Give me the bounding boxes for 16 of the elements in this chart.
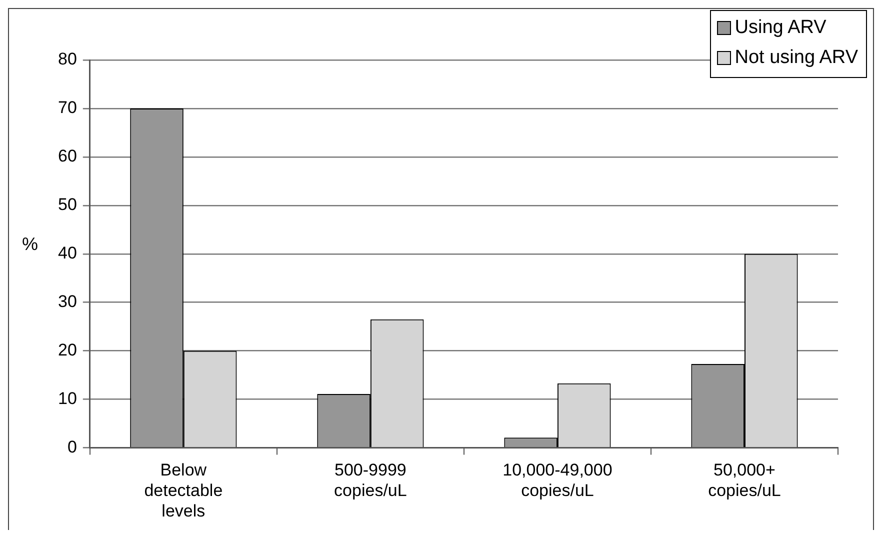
y-tick-label: 20 [58,340,77,360]
x-tick-label: 500-9999 copies/uL [334,460,407,500]
x-tick-label: 50,000+ copies/uL [708,460,781,500]
legend-label: Not using ARV [734,47,858,69]
y-axis-title: % [22,234,38,255]
y-tick-label: 40 [58,244,77,263]
y-tick-label: 30 [58,292,77,312]
y-tick-label: 70 [58,98,77,118]
y-tick-label: 0 [67,437,77,456]
y-tick-label: 50 [58,195,77,214]
x-tick-label: Below detectable levels [144,460,223,520]
y-tick-label: 80 [58,50,77,69]
x-tick-label: 10,000-49,000 copies/uL [502,460,612,500]
legend-label: Using ARV [734,17,826,39]
y-tick-label: 60 [58,146,77,166]
y-tick-label: 10 [58,389,77,408]
